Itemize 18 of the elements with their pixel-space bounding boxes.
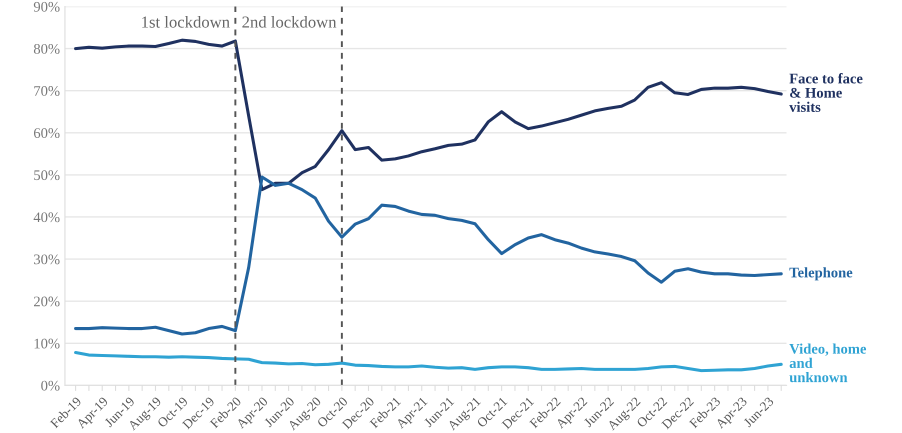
y-tick-label: 80% xyxy=(34,44,60,54)
series-label: Face to face & Home visits xyxy=(789,73,863,112)
series-label: Video, home and unknown xyxy=(789,343,866,382)
y-tick-label: 50% xyxy=(34,170,60,180)
line-series xyxy=(74,351,783,372)
y-tick-label: 90% xyxy=(34,2,60,12)
y-tick-label: 70% xyxy=(34,86,60,96)
y-tick-label: 0% xyxy=(41,380,60,391)
ref-line-label: 2nd lockdown xyxy=(242,16,336,28)
series-label: Telephone xyxy=(789,267,852,280)
y-tick-label: 60% xyxy=(34,128,60,138)
ref-line-label: 1st lockdown xyxy=(142,16,230,28)
line-series xyxy=(74,38,783,192)
y-tick-label: 30% xyxy=(34,254,60,264)
y-tick-label: 40% xyxy=(34,212,60,222)
y-tick-label: 20% xyxy=(34,296,60,306)
line-series xyxy=(74,175,783,336)
y-tick-label: 10% xyxy=(34,338,60,349)
